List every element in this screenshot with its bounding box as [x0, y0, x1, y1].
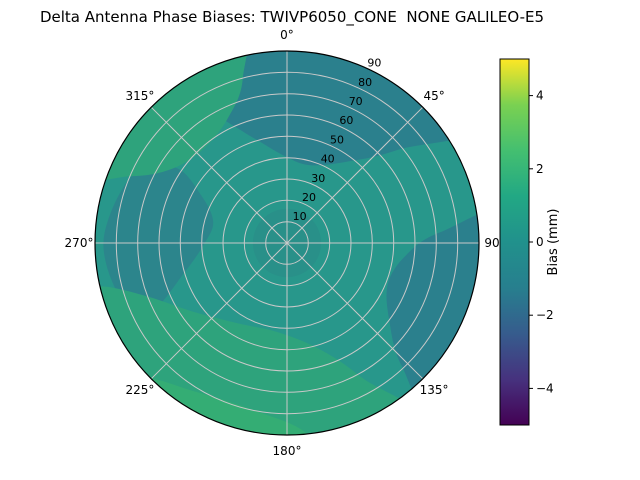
angular-tick-label: 0° — [280, 28, 294, 42]
angular-tick-label: 225° — [125, 383, 154, 397]
radial-tick-label: 90 — [367, 57, 381, 70]
colorbar-tick-label: 2 — [536, 162, 544, 176]
contour-region-west-negative-patch — [103, 165, 214, 315]
colorbar-tick-label: 4 — [536, 89, 544, 103]
angular-tick-label: 180° — [273, 444, 302, 458]
radial-tick-label: 20 — [302, 191, 316, 204]
colorbar-tick-label: −2 — [536, 308, 554, 322]
radial-tick-label: 50 — [330, 133, 344, 146]
colorbar-tick-label: −4 — [536, 381, 554, 395]
contour-region-north-negative-patch — [115, 51, 479, 166]
polar-rim — [94, 50, 480, 436]
radial-tick-label: 10 — [293, 210, 307, 223]
colorbar-tick-label: 0 — [536, 235, 544, 249]
grid-spoke — [286, 242, 424, 380]
angular-tick-label: 315° — [125, 89, 154, 103]
chart-title: Delta Antenna Phase Biases: TWIVP6050_CO… — [39, 8, 545, 26]
radial-tick-label: 40 — [321, 153, 335, 166]
grid-spoke — [150, 106, 288, 244]
radial-tick-label: 60 — [339, 114, 353, 127]
polar-grid — [95, 51, 479, 435]
angular-tick-label: 45° — [423, 89, 444, 103]
angular-tick-label: 135° — [420, 383, 449, 397]
grid-spoke — [286, 106, 424, 244]
radial-tick-label: 70 — [349, 95, 363, 108]
contour-region-south-positive-patch — [95, 275, 434, 435]
angular-tick-label: 270° — [65, 236, 94, 250]
radial-tick-label: 30 — [311, 172, 325, 185]
contour-region-east-negative-patch — [386, 204, 479, 424]
colorbar — [499, 58, 530, 426]
colorbar-label: Bias (mm) — [546, 209, 561, 276]
grid-spoke — [150, 242, 288, 380]
radial-tick-label: 80 — [358, 76, 372, 89]
